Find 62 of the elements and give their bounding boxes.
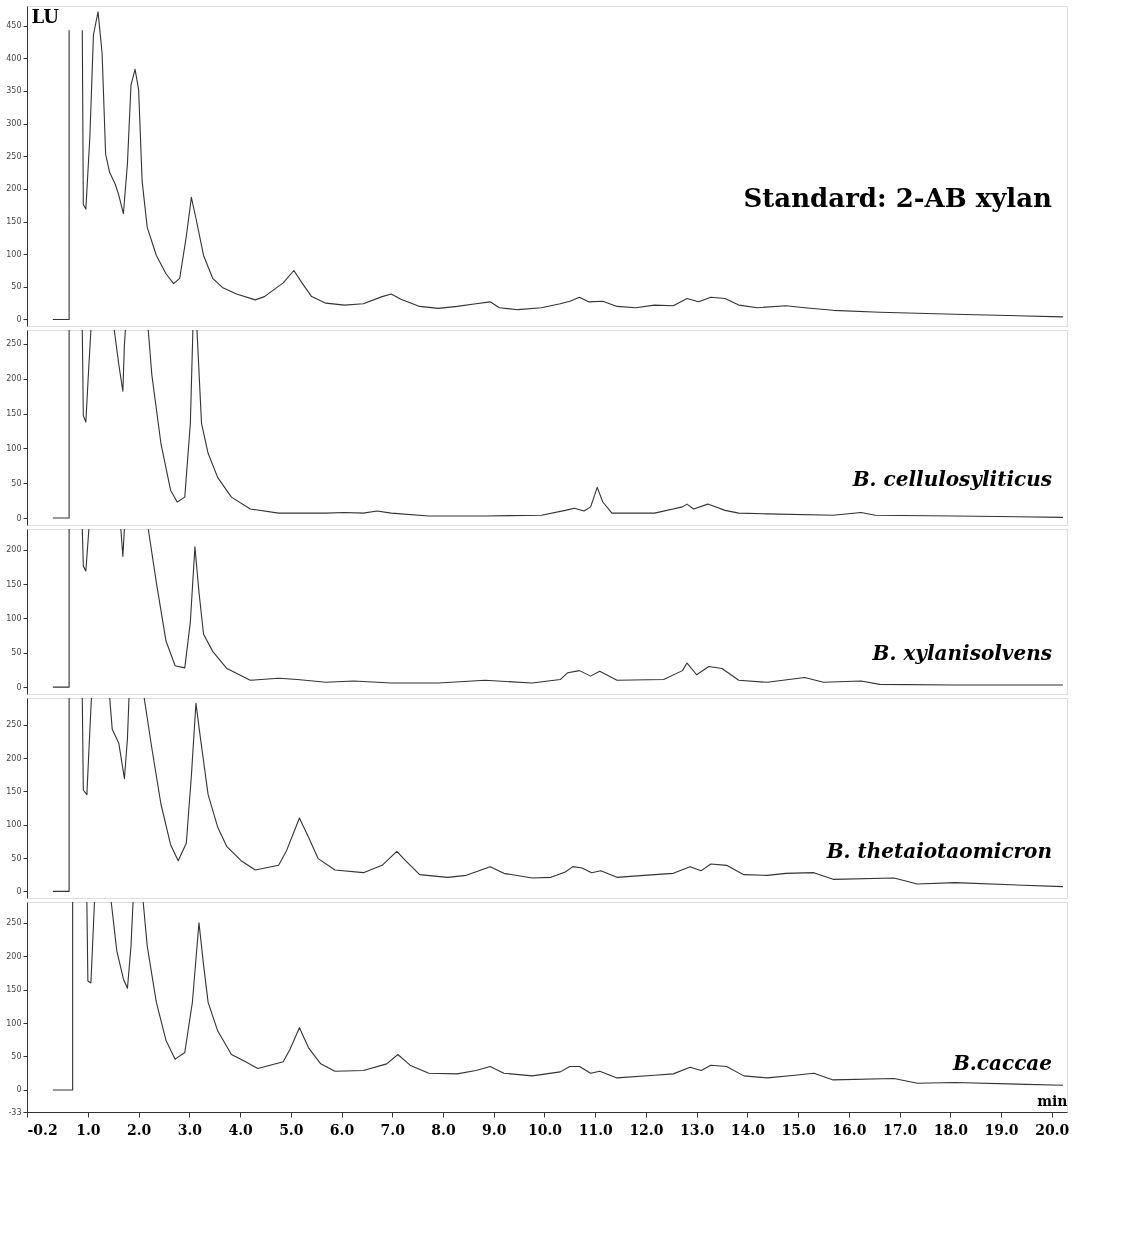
x-tick-label: 3.0 <box>177 1121 203 1138</box>
x-tick-label: 1.0 <box>76 1121 101 1138</box>
y-tick-label: 250 <box>6 339 22 349</box>
y-axis-title: LU <box>31 5 60 27</box>
x-tick-label: 18.0 <box>933 1121 969 1138</box>
y-tick-label: 100 <box>6 443 22 453</box>
text: Standard: 2-AB xylan <box>743 182 1053 213</box>
y-tick-label: 350 <box>6 86 22 96</box>
x-tick-label: 19.0 <box>984 1121 1019 1138</box>
x-tick-label: 16.0 <box>832 1121 867 1138</box>
series-label: B. xylanisolvens <box>871 641 1052 666</box>
x-tick-label: 11.0 <box>578 1121 613 1138</box>
y-tick-label: 0 <box>16 513 22 523</box>
y-tick-label: 150 <box>6 409 22 419</box>
y-tick-label: 250 <box>6 720 22 730</box>
x-tick-label: 7.0 <box>380 1121 406 1138</box>
x-tick-label: -0.2 <box>27 1121 58 1138</box>
x-tick-label: 15.0 <box>781 1121 816 1138</box>
y-tick-label: 150 <box>6 985 22 995</box>
y-tick-label: 50 <box>11 478 22 488</box>
y-tick-label: 0 <box>16 682 22 692</box>
y-tick-label: 50 <box>11 853 22 863</box>
series-label: B. thetaiotaomicron <box>825 839 1052 863</box>
y-tick-label: 250 <box>6 918 22 928</box>
x-tick-label: 13.0 <box>680 1121 715 1138</box>
x-tick-label: 9.0 <box>482 1121 507 1138</box>
y-tick-label: 200 <box>6 374 22 384</box>
y-tick-label: -33 <box>8 1107 22 1117</box>
series-label: B.caccae <box>951 1051 1052 1076</box>
x-tick-label: 10.0 <box>527 1121 563 1138</box>
y-tick-label: 150 <box>6 579 22 589</box>
y-tick-label: 100 <box>6 1018 22 1028</box>
x-tick-label: 12.0 <box>629 1121 664 1138</box>
x-tick-label: 4.0 <box>228 1121 254 1138</box>
x-tick-label: 2.0 <box>126 1121 152 1138</box>
x-axis-title: min <box>1037 1092 1068 1109</box>
y-tick-label: 0 <box>16 886 22 896</box>
y-tick-label: 200 <box>6 753 22 763</box>
x-tick-label: 14.0 <box>730 1121 766 1138</box>
y-tick-label: 250 <box>6 151 22 161</box>
x-tick-label: 17.0 <box>883 1121 918 1138</box>
y-tick-label: 50 <box>11 648 22 658</box>
y-tick-label: 100 <box>6 613 22 623</box>
series-label: B. cellulosyliticus <box>851 466 1052 491</box>
y-tick-label: 50 <box>11 282 22 292</box>
y-tick-label: 450 <box>6 21 22 31</box>
y-tick-label: 400 <box>6 53 22 63</box>
y-tick-label: 300 <box>6 119 22 129</box>
y-tick-label: 150 <box>6 217 22 227</box>
y-tick-label: 50 <box>11 1051 22 1061</box>
y-tick-label: 0 <box>16 314 22 324</box>
y-tick-label: 200 <box>6 184 22 194</box>
x-tick-label: 5.0 <box>279 1121 304 1138</box>
x-tick-label: 20.0 <box>1035 1121 1070 1138</box>
y-tick-label: 150 <box>6 786 22 796</box>
y-tick-label: 200 <box>6 545 22 555</box>
y-tick-label: 0 <box>16 1085 22 1095</box>
y-tick-label: 100 <box>6 820 22 830</box>
y-tick-label: 200 <box>6 951 22 961</box>
x-tick-label: 6.0 <box>329 1121 355 1138</box>
y-tick-label: 100 <box>6 249 22 259</box>
x-tick-label: 8.0 <box>431 1121 456 1138</box>
